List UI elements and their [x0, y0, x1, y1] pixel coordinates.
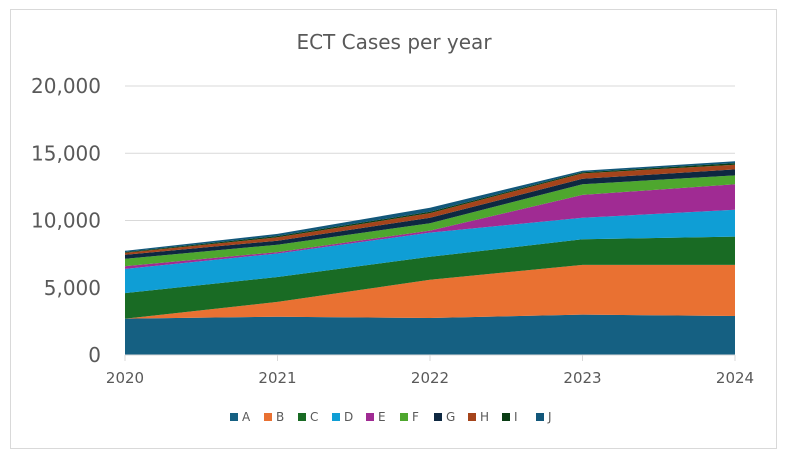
x-tick-label: 2024	[716, 369, 754, 387]
x-tick-label: 2020	[106, 369, 144, 387]
y-tick-label: 20,000	[31, 74, 101, 98]
chart-canvas: ECT Cases per year 0 5,000 10,000 15,000 20,…	[31, 30, 754, 424]
legend-swatch-i	[502, 413, 510, 421]
legend-label-e: E	[378, 410, 386, 424]
legend-label-i: I	[514, 410, 518, 424]
y-tick-label: 10,000	[31, 209, 101, 233]
area-series-f	[125, 175, 735, 267]
chart-frame: ECT Cases per year 0 5,000 10,000 15,000 20,…	[10, 9, 777, 449]
legend-label-a: A	[242, 410, 251, 424]
chart-title: ECT Cases per year	[296, 30, 492, 54]
area-series-e	[125, 184, 735, 269]
legend-swatch-h	[468, 413, 476, 421]
legend: A B C D E F G H I J	[230, 410, 552, 424]
y-tick-label: 5,000	[44, 276, 101, 300]
area-series-b	[125, 264, 735, 319]
legend-label-j: J	[547, 410, 552, 424]
legend-label-f: F	[412, 410, 419, 424]
legend-label-g: G	[446, 410, 455, 424]
legend-swatch-d	[332, 413, 340, 421]
legend-swatch-a	[230, 413, 238, 421]
area-series-group	[125, 161, 735, 355]
axes: 0 5,000 10,000 15,000 20,000 2020 2021 2022 2023…	[31, 74, 754, 387]
legend-label-c: C	[310, 410, 318, 424]
legend-swatch-f	[400, 413, 408, 421]
legend-label-b: B	[276, 410, 284, 424]
legend-label-d: D	[344, 410, 353, 424]
legend-swatch-c	[298, 413, 306, 421]
y-tick-label: 0	[88, 343, 101, 367]
area-series-g	[125, 169, 735, 259]
legend-label-h: H	[480, 410, 489, 424]
x-tick-label: 2023	[563, 369, 601, 387]
area-series-d	[125, 209, 735, 294]
legend-swatch-e	[366, 413, 374, 421]
x-tick-label: 2022	[411, 369, 449, 387]
x-tick-label: 2021	[258, 369, 296, 387]
legend-swatch-b	[264, 413, 272, 421]
legend-swatch-j	[536, 413, 544, 421]
area-series-a	[125, 314, 735, 355]
y-tick-label: 15,000	[31, 141, 101, 165]
legend-swatch-g	[434, 413, 442, 421]
area-series-c	[125, 236, 735, 319]
